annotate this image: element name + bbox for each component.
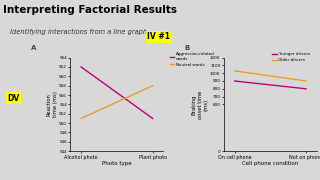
Text: Interpreting Factorial Results: Interpreting Factorial Results	[3, 5, 177, 15]
Text: A: A	[31, 45, 37, 51]
X-axis label: Photo type: Photo type	[102, 161, 132, 166]
Text: DV: DV	[7, 94, 20, 103]
Text: IV #1: IV #1	[147, 32, 170, 41]
Text: B: B	[185, 45, 190, 51]
Y-axis label: Braking
onset time
(ms): Braking onset time (ms)	[192, 90, 209, 119]
Text: Identifying interactions from a line graph: Identifying interactions from a line gra…	[10, 29, 147, 35]
X-axis label: Cell phone condition: Cell phone condition	[242, 161, 299, 166]
Legend: Younger drivers, Older drivers: Younger drivers, Older drivers	[272, 52, 310, 62]
Legend: Aggression-related
words, Neutral words: Aggression-related words, Neutral words	[170, 52, 215, 67]
Y-axis label: Reaction
time (ms): Reaction time (ms)	[47, 91, 58, 117]
